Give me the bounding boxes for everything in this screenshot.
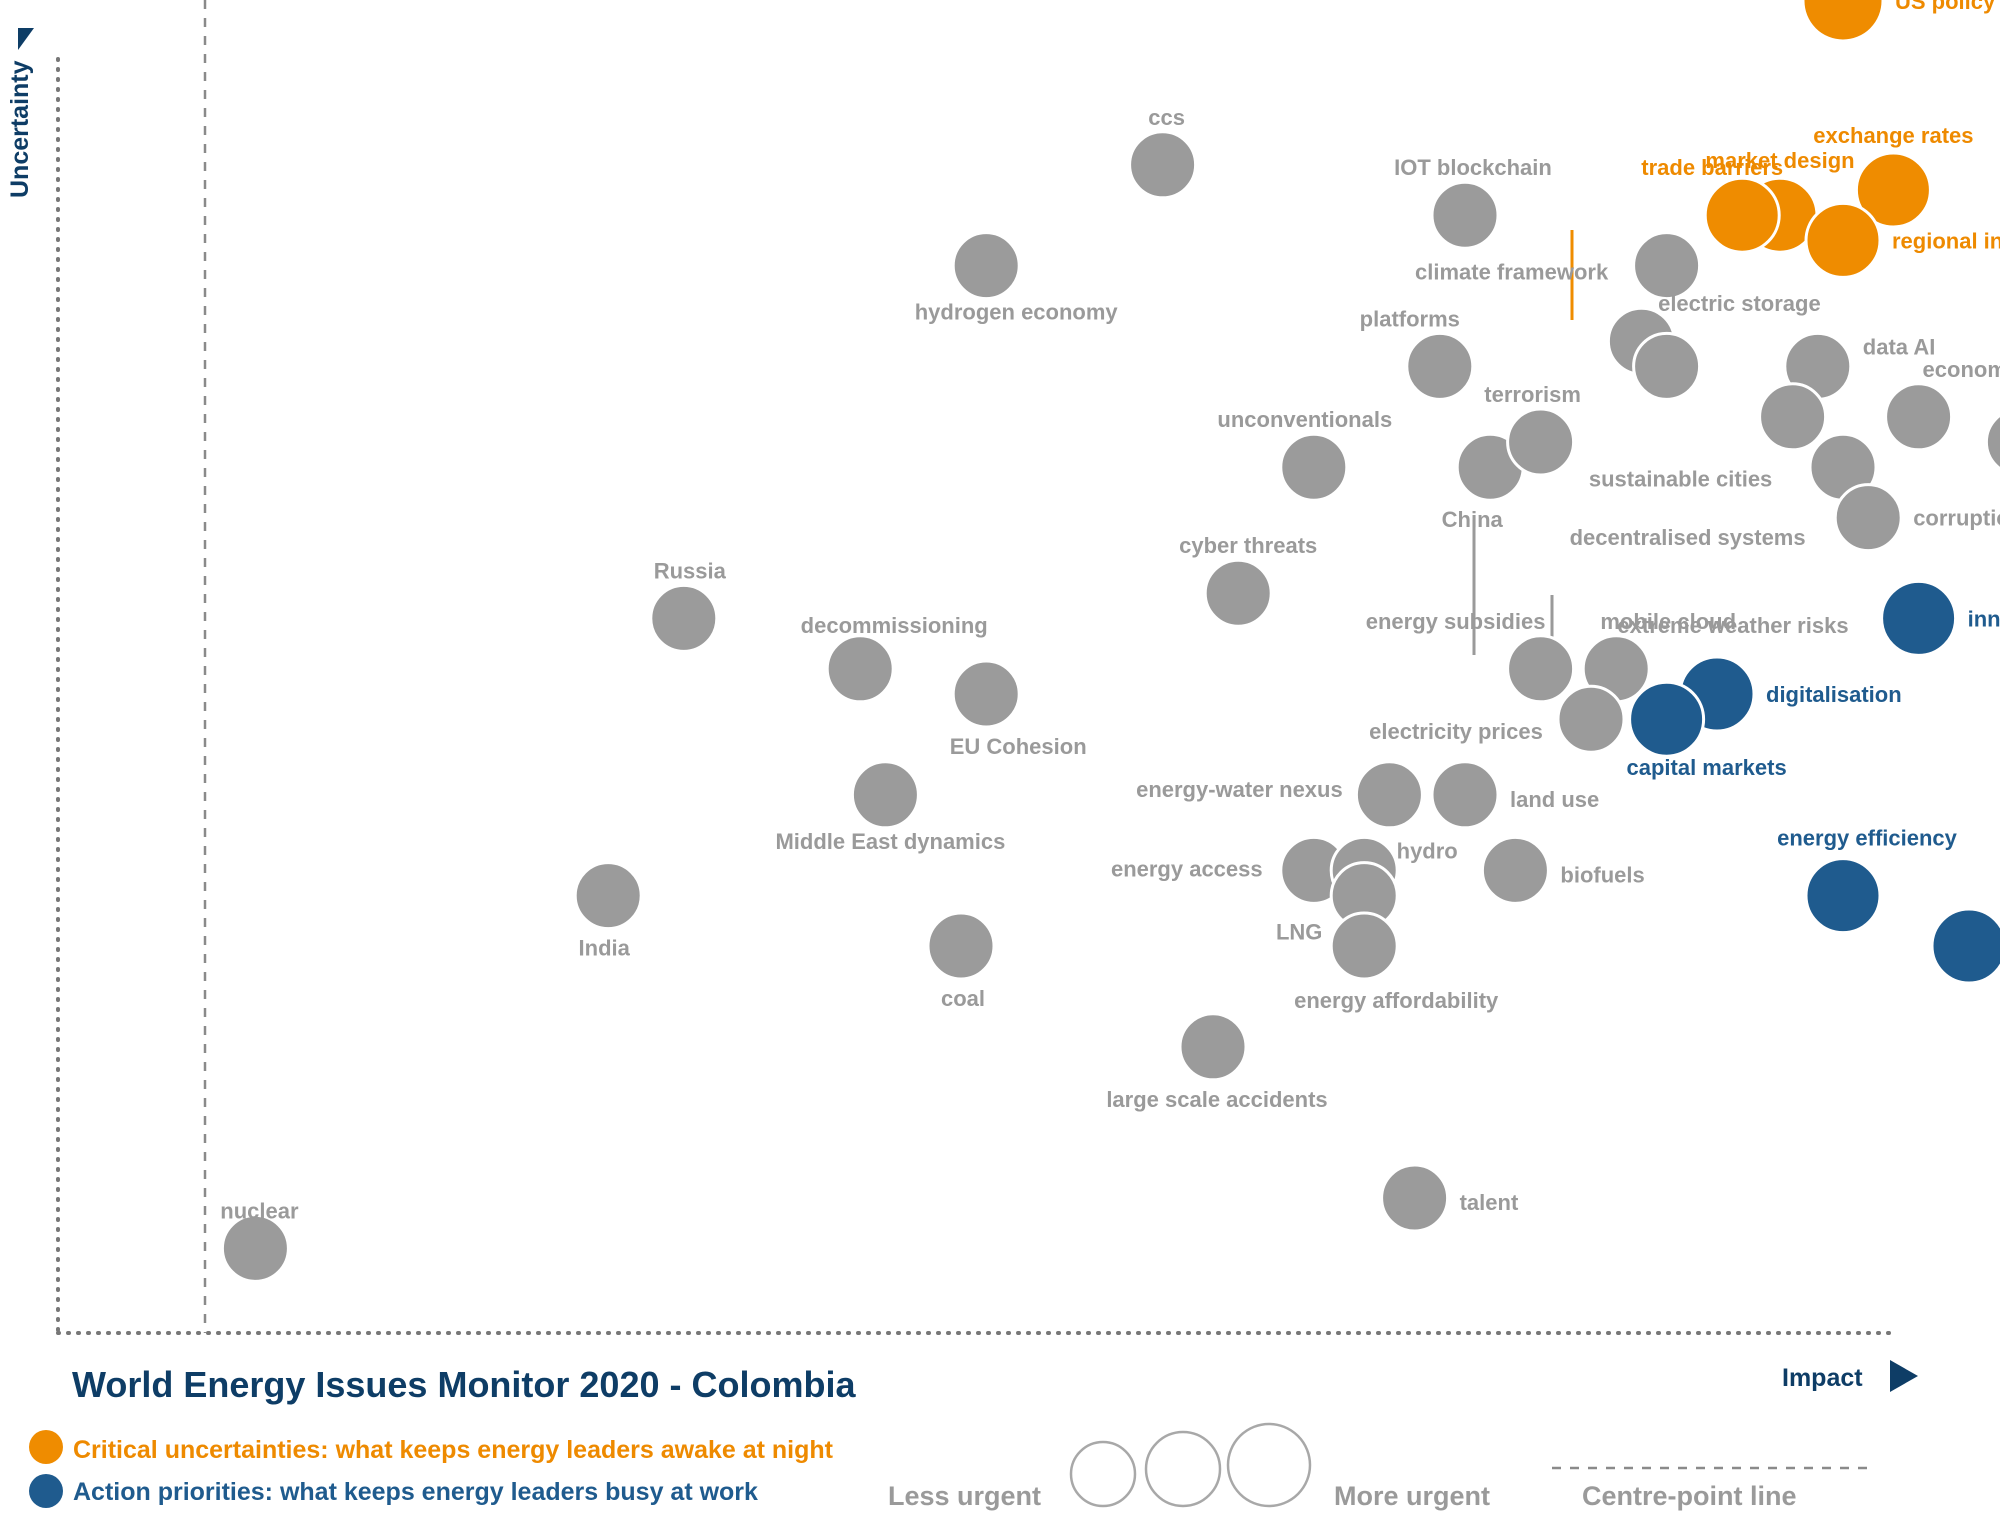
- bubble-exchange-rates: [1854, 151, 1932, 229]
- label-exchange-rates: exchange rates: [1813, 123, 1973, 148]
- label-middle-east-dynamics: Middle East dynamics: [775, 829, 1005, 854]
- bubble-trade-barriers: [1703, 176, 1781, 254]
- bubble-economic-growth: [1884, 382, 1954, 452]
- label-energy-water-nexus: energy-water nexus: [1136, 777, 1343, 802]
- label-digitalisation: digitalisation: [1766, 682, 1902, 707]
- bubble-corruption: [1833, 483, 1903, 553]
- label-regional-integration: regional integration: [1892, 228, 2000, 253]
- label-capital-markets: capital markets: [1626, 755, 1786, 780]
- label-russia: Russia: [654, 558, 727, 583]
- label-platforms: platforms: [1360, 306, 1460, 331]
- label-electricity-prices: electricity prices: [1369, 719, 1543, 744]
- label-coal: coal: [941, 986, 985, 1011]
- bubble-capital-markets: [1628, 680, 1706, 758]
- bubble-energy-subsidies: [1506, 634, 1576, 704]
- legend-orange-swatch: [29, 1430, 63, 1464]
- label-nuclear: nuclear: [220, 1198, 299, 1223]
- bubble-energy-efficiency: [1804, 857, 1882, 935]
- bubble-eu-cohesion: [951, 659, 1021, 729]
- legend-size-small: [1069, 1440, 1137, 1508]
- bubble-decommissioning: [825, 634, 895, 704]
- bubble-nuclear: [220, 1213, 290, 1283]
- legend: Critical uncertainties: what keeps energ…: [29, 1422, 1875, 1511]
- bubble-russia: [649, 583, 719, 653]
- label-energy-subsidies: energy subsidies: [1366, 609, 1546, 634]
- label-india: India: [579, 936, 631, 961]
- label-mobile-cloud: mobile cloud: [1600, 609, 1736, 634]
- legend-more-urgent: More urgent: [1334, 1481, 1490, 1511]
- label-climate-framework: climate framework: [1415, 260, 1609, 285]
- label-eu-cohesion: EU Cohesion: [950, 734, 1087, 759]
- label-corruption: corruption: [1913, 506, 2000, 531]
- label-data-ai: data AI: [1863, 334, 1936, 359]
- label-hydrogen-economy: hydrogen economy: [915, 300, 1119, 325]
- legend-size-large: [1226, 1422, 1312, 1508]
- label-sustainable-cities: sustainable cities: [1589, 466, 1772, 491]
- bubble-terrorism: [1506, 407, 1576, 477]
- label-terrorism: terrorism: [1484, 382, 1581, 407]
- bubble-us-policy: [1801, 0, 1885, 43]
- bubble-large-scale-accidents: [1178, 1012, 1248, 1082]
- y-axis-title: Uncertainty: [6, 60, 34, 198]
- label-china: China: [1442, 507, 1504, 532]
- label-biofuels: biofuels: [1560, 862, 1644, 887]
- bubble-middle-east-dynamics: [850, 760, 920, 830]
- bubble-energy-affordability: [1329, 911, 1399, 981]
- label-market-design: market design: [1705, 148, 1854, 173]
- label-extreme-weather-risks: extreme weather risks: [1617, 613, 1848, 638]
- legend-size-medium: [1144, 1430, 1222, 1508]
- y-axis-arrow-icon: [18, 28, 34, 50]
- label-innovative-transport: innovative transport: [1968, 606, 2000, 631]
- bubble-climate-framework: [1632, 231, 1702, 301]
- label-trade-barriers: trade barriers: [1641, 155, 1783, 180]
- bubble-innovative-transport: [1880, 579, 1958, 657]
- bubble-renewable-energies: [1930, 907, 2000, 985]
- label-us-policy: US policy: [1895, 0, 1996, 14]
- label-energy-efficiency: energy efficiency: [1777, 826, 1958, 851]
- legend-blue-swatch: [29, 1474, 63, 1508]
- bubble-electricity-prices: [1556, 684, 1626, 754]
- label-economic-growth: economic growth: [1923, 357, 2000, 382]
- label-unconventionals: unconventionals: [1217, 407, 1392, 432]
- bubble-cyber-threats: [1203, 558, 1273, 628]
- legend-critical-label: Critical uncertainties: what keeps energ…: [73, 1436, 834, 1464]
- label-decommissioning: decommissioning: [801, 613, 988, 638]
- label-lng: LNG: [1276, 920, 1322, 945]
- bubble-india: [573, 861, 643, 931]
- chart-title: World Energy Issues Monitor 2020 - Colom…: [72, 1364, 856, 1405]
- x-axis-title: Impact: [1782, 1364, 1863, 1392]
- bubble-ccs: [1128, 130, 1198, 200]
- bubble-energy-water-nexus: [1354, 760, 1424, 830]
- label-talent: talent: [1460, 1190, 1519, 1215]
- label-electric-storage: electric storage: [1658, 291, 1821, 316]
- bubble-commodity-prices: [1984, 413, 2000, 471]
- legend-less-urgent: Less urgent: [888, 1481, 1041, 1511]
- label-large-scale-accidents: large scale accidents: [1106, 1087, 1327, 1112]
- bubble-layer: [220, 0, 2000, 1283]
- bubble-coal: [926, 911, 996, 981]
- label-energy-access: energy access: [1111, 856, 1263, 881]
- bubble-platforms: [1405, 331, 1475, 401]
- label-ccs: ccs: [1148, 105, 1185, 130]
- label-land-use: land use: [1510, 787, 1599, 812]
- bubble-unconventionals: [1279, 432, 1349, 502]
- x-axis-arrow-icon: [1890, 1360, 1918, 1392]
- bubble-decentralised-systems: [1758, 382, 1828, 452]
- bubble-land-use: [1430, 760, 1500, 830]
- label-iot-blockchain: IOT blockchain: [1394, 155, 1552, 180]
- bubble-iot-blockchain: [1430, 180, 1500, 250]
- bubble-talent: [1380, 1163, 1450, 1233]
- bubble-biofuels: [1480, 835, 1550, 905]
- label-cyber-threats: cyber threats: [1179, 533, 1317, 558]
- bubble-regional-integration: [1804, 201, 1882, 279]
- label-energy-affordability: energy affordability: [1294, 988, 1499, 1013]
- bubble-hydrogen-economy: [951, 231, 1021, 301]
- label-hydro: hydro: [1397, 838, 1458, 863]
- legend-centre-line-label: Centre-point line: [1582, 1481, 1797, 1511]
- legend-action-label: Action priorities: what keeps energy lea…: [73, 1478, 758, 1506]
- label-decentralised-systems: decentralised systems: [1570, 525, 1806, 550]
- bubble-sustainable-cities: [1632, 331, 1702, 401]
